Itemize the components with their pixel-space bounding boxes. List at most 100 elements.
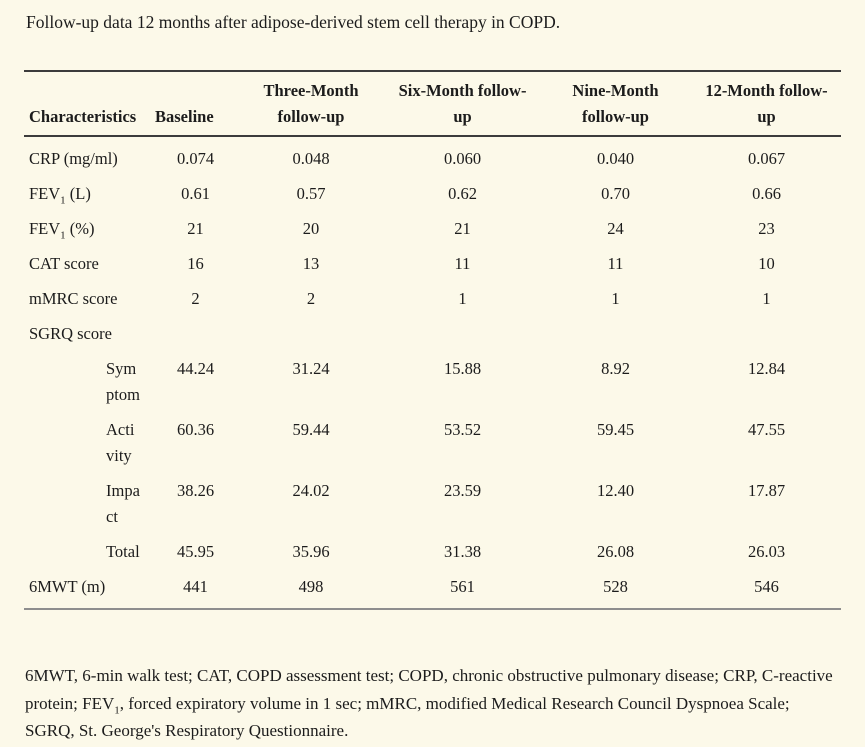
table-row: CAT score 16 13 11 11 10 bbox=[24, 247, 841, 282]
cell-value: 0.57 bbox=[296, 184, 326, 203]
cell-value: 546 bbox=[754, 577, 779, 596]
data-table: Characteristics Baseline Three-Month follow… bbox=[24, 70, 841, 610]
table-row: FEV1 (L) 0.61 0.57 0.62 0.70 0.66 bbox=[24, 177, 841, 212]
fev1-subscript: 1 bbox=[60, 229, 66, 242]
cell-value: 13 bbox=[302, 254, 320, 273]
cell-value: 31.38 bbox=[443, 542, 482, 561]
row-label: mMRC score bbox=[29, 289, 118, 308]
row-label: CRP (mg/ml) bbox=[29, 149, 118, 168]
cell-value bbox=[386, 317, 539, 352]
cell-value: 45.95 bbox=[176, 542, 215, 561]
cell-value: 15.88 bbox=[443, 359, 482, 378]
row-label: CAT score bbox=[29, 254, 99, 273]
cell-value bbox=[236, 317, 386, 352]
cell-value: 2 bbox=[306, 289, 316, 308]
table-row: FEV1 (%) 21 20 21 24 23 bbox=[24, 212, 841, 247]
column-header: Nine-Month follow-up bbox=[539, 71, 692, 137]
cell-value: 35.96 bbox=[292, 542, 330, 561]
cell-value bbox=[539, 317, 692, 352]
cell-value: 12.40 bbox=[596, 481, 635, 500]
table-caption: Follow-up data 12 months after adipose-d… bbox=[26, 12, 561, 32]
cell-value: 16 bbox=[187, 254, 204, 273]
cell-value: 12.84 bbox=[747, 359, 786, 378]
cell-value: 23.59 bbox=[443, 481, 482, 500]
cell-value: 20 bbox=[302, 219, 320, 238]
footnote: 6MWT, 6-min walk test; CAT, COPD assessm… bbox=[25, 662, 841, 745]
cell-value: 60.36 bbox=[176, 420, 215, 439]
column-header: Six-Month follow-up bbox=[386, 71, 539, 137]
row-label: SGRQ score bbox=[29, 324, 112, 343]
cell-value: 0.66 bbox=[752, 184, 781, 203]
sub-row-label: Acti vity bbox=[106, 420, 135, 465]
cell-value: 11 bbox=[607, 254, 624, 273]
table-body: CRP (mg/ml) 0.074 0.048 0.060 0.040 0.067 FEV1… bbox=[24, 136, 841, 609]
row-label: Total bbox=[24, 535, 155, 570]
cell-value: 10 bbox=[758, 254, 775, 273]
footnote-text-2: , forced expiratory volume in 1 sec; mMR… bbox=[25, 693, 790, 741]
cell-value: 26.08 bbox=[596, 542, 635, 561]
column-header: Characteristics bbox=[24, 71, 155, 137]
column-header: Baseline bbox=[155, 71, 236, 137]
row-label: FEV1 (%) bbox=[29, 219, 95, 242]
table-header: Characteristics Baseline Three-Month follow… bbox=[24, 71, 841, 137]
cell-value: 2 bbox=[191, 289, 200, 308]
cell-value: 498 bbox=[298, 577, 324, 596]
cell-value: 47.55 bbox=[747, 420, 786, 439]
footnote-text-1: 6MWT, 6-min walk test; CAT, COPD assessm… bbox=[25, 666, 833, 713]
row-label: Acti vity bbox=[24, 413, 155, 474]
table-row: Acti vity 60.36 59.44 53.52 59.45 47.55 bbox=[24, 413, 841, 474]
cell-value bbox=[155, 317, 236, 352]
sub-row-label: Sym ptom bbox=[106, 359, 140, 404]
table-row: Sym ptom 44.24 31.24 15.88 8.92 12.84 bbox=[24, 352, 841, 413]
cell-value: 0.70 bbox=[601, 184, 630, 203]
row-label: Impa ct bbox=[24, 474, 155, 535]
cell-value: 528 bbox=[603, 577, 628, 596]
sub-row-label: Total bbox=[106, 542, 140, 561]
cell-value: 0.62 bbox=[448, 184, 477, 203]
cell-value: 21 bbox=[187, 219, 204, 238]
table-row: mMRC score 2 2 1 1 1 bbox=[24, 282, 841, 317]
cell-value: 1 bbox=[611, 289, 620, 308]
cell-value: 11 bbox=[454, 254, 471, 273]
cell-value: 0.060 bbox=[443, 149, 482, 168]
cell-value: 1 bbox=[458, 289, 467, 308]
cell-value: 59.44 bbox=[292, 420, 330, 439]
cell-value: 0.040 bbox=[596, 149, 635, 168]
table-header-row: Characteristics Baseline Three-Month follow… bbox=[24, 71, 841, 137]
cell-value bbox=[692, 317, 841, 352]
sub-row-label: Impa ct bbox=[106, 481, 140, 526]
cell-value: 441 bbox=[183, 577, 208, 596]
cell-value: 38.26 bbox=[176, 481, 215, 500]
cell-value: 1 bbox=[762, 289, 771, 308]
cell-value: 17.87 bbox=[747, 481, 786, 500]
fev1-subscript: 1 bbox=[114, 703, 120, 716]
fev1-subscript: 1 bbox=[60, 194, 66, 207]
table-row: Total 45.95 35.96 31.38 26.08 26.03 bbox=[24, 535, 841, 570]
cell-value: 0.61 bbox=[181, 184, 210, 203]
cell-value: 8.92 bbox=[601, 359, 630, 378]
row-label: FEV1 (L) bbox=[29, 184, 91, 207]
cell-value: 31.24 bbox=[292, 359, 330, 378]
cell-value: 59.45 bbox=[596, 420, 635, 439]
cell-value: 26.03 bbox=[747, 542, 786, 561]
cell-value: 44.24 bbox=[176, 359, 215, 378]
cell-value: 24.02 bbox=[292, 481, 330, 500]
row-label: Sym ptom bbox=[24, 352, 155, 413]
cell-value: 24 bbox=[607, 219, 624, 238]
column-header: Three-Month follow-up bbox=[236, 71, 386, 137]
table-row: CRP (mg/ml) 0.074 0.048 0.060 0.040 0.067 bbox=[24, 136, 841, 177]
row-label: 6MWT (m) bbox=[29, 577, 106, 596]
table-row: 6MWT (m) 441 498 561 528 546 bbox=[24, 570, 841, 609]
cell-value: 23 bbox=[758, 219, 775, 238]
table-row: SGRQ score bbox=[24, 317, 841, 352]
cell-value: 0.067 bbox=[747, 149, 786, 168]
cell-value: 0.048 bbox=[292, 149, 330, 168]
cell-value: 561 bbox=[450, 577, 475, 596]
cell-value: 21 bbox=[454, 219, 471, 238]
cell-value: 0.074 bbox=[176, 149, 215, 168]
table-row: Impa ct 38.26 24.02 23.59 12.40 17.87 bbox=[24, 474, 841, 535]
column-header: 12-Month follow-up bbox=[692, 71, 841, 137]
cell-value: 53.52 bbox=[443, 420, 482, 439]
